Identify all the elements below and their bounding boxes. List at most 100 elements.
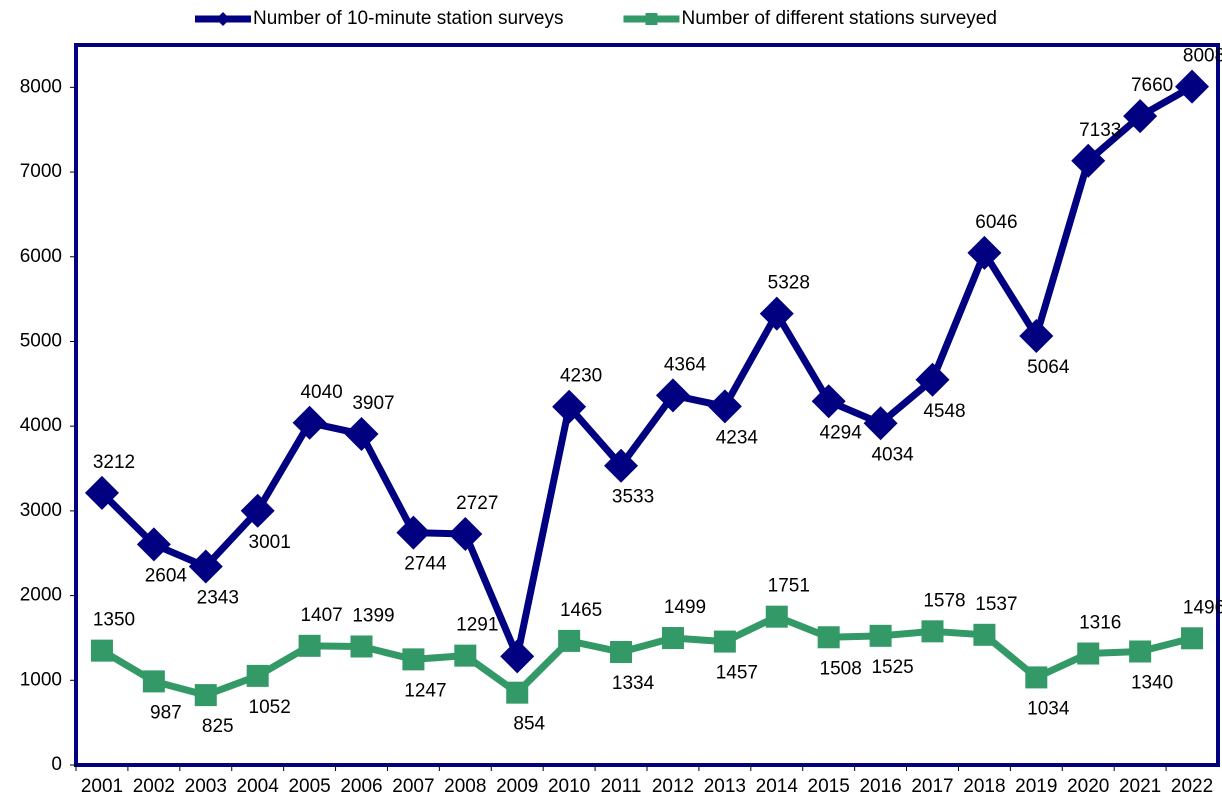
data-point (1025, 666, 1048, 689)
data-point (713, 630, 736, 653)
x-tick-label: 2017 (911, 776, 953, 797)
data-label: 4364 (664, 354, 707, 375)
x-tick-label: 2013 (704, 776, 746, 797)
data-point (1071, 143, 1106, 178)
data-point (765, 605, 788, 628)
data-point (811, 384, 846, 419)
data-label: 7133 (1079, 120, 1121, 141)
data-point (84, 475, 119, 510)
y-tick-label: 8000 (20, 76, 62, 97)
data-point (655, 378, 690, 413)
x-tick-label: 2001 (81, 776, 123, 797)
data-point (1181, 627, 1204, 650)
data-label: 1496 (1183, 597, 1222, 618)
x-tick-label: 2020 (1067, 776, 1109, 797)
data-point (558, 629, 581, 652)
data-label: 1350 (93, 610, 135, 631)
y-tick-label: 2000 (20, 585, 62, 606)
data-point (240, 493, 275, 528)
data-label: 3001 (249, 532, 291, 553)
data-label: 825 (202, 716, 234, 737)
x-tick-label: 2002 (133, 776, 175, 797)
x-tick-label: 2019 (1015, 776, 1057, 797)
data-point (863, 406, 898, 441)
y-tick-label: 0 (51, 754, 62, 775)
legend-label: Number of 10-minute station surveys (253, 8, 563, 29)
data-point (552, 389, 587, 424)
data-label: 854 (513, 714, 545, 735)
data-label: 7660 (1131, 75, 1173, 96)
data-label: 1407 (300, 605, 342, 626)
x-tick-label: 2015 (808, 776, 850, 797)
data-label: 4234 (716, 427, 759, 448)
data-label: 1034 (1027, 698, 1070, 719)
data-point (246, 664, 269, 687)
data-label: 4230 (560, 366, 602, 387)
legend-marker (645, 13, 658, 25)
x-tick-label: 2004 (237, 776, 280, 797)
data-point (350, 635, 373, 658)
data-label: 1247 (404, 680, 446, 701)
x-tick-label: 2008 (444, 776, 486, 797)
data-label: 1399 (352, 606, 394, 627)
x-tick-label: 2018 (963, 776, 1005, 797)
data-point (298, 634, 321, 657)
data-point (967, 235, 1002, 270)
plot-frame (74, 43, 1220, 767)
legend-label: Number of different stations surveyed (681, 8, 996, 29)
y-tick-label: 6000 (20, 246, 62, 267)
data-label: 1508 (820, 658, 862, 679)
x-tick-label: 2014 (756, 776, 799, 797)
data-label: 1578 (923, 590, 965, 611)
data-label: 2343 (197, 588, 239, 609)
data-label: 4294 (820, 422, 863, 443)
data-point (604, 448, 639, 483)
data-point (142, 670, 165, 693)
data-label: 2604 (145, 565, 188, 586)
data-point (1019, 319, 1054, 354)
x-tick-label: 2012 (652, 776, 694, 797)
data-label: 6046 (975, 212, 1017, 233)
data-point (396, 515, 431, 550)
data-point (759, 296, 794, 331)
y-tick-label: 3000 (20, 500, 62, 521)
x-tick-label: 2011 (601, 776, 642, 797)
data-point (292, 405, 327, 440)
x-tick-label: 2007 (392, 776, 434, 797)
data-point (817, 626, 840, 649)
data-point (448, 517, 483, 552)
data-point (506, 681, 529, 704)
data-label: 1052 (249, 697, 291, 718)
data-point (1175, 69, 1210, 104)
legend-marker (216, 12, 230, 26)
data-point (1077, 642, 1100, 665)
data-point (90, 639, 113, 662)
data-label: 1340 (1131, 673, 1173, 694)
data-point (661, 627, 684, 650)
data-point (1129, 640, 1152, 663)
x-tick-label: 2022 (1171, 776, 1213, 797)
data-point (921, 620, 944, 643)
data-point (194, 684, 217, 707)
series-line (99, 83, 1194, 660)
data-label: 8008 (1183, 46, 1222, 67)
data-point (869, 624, 892, 647)
data-label: 3907 (352, 393, 394, 414)
data-label: 4548 (923, 401, 965, 422)
data-label: 4040 (300, 382, 342, 403)
data-label: 1525 (871, 657, 913, 678)
data-label: 1537 (975, 594, 1017, 615)
y-tick-label: 1000 (20, 669, 62, 690)
data-point (973, 623, 996, 646)
x-tick-label: 2016 (859, 776, 901, 797)
data-label: 1334 (612, 673, 655, 694)
x-tick-label: 2003 (185, 776, 227, 797)
x-tick-label: 2010 (548, 776, 590, 797)
data-label: 1465 (560, 600, 602, 621)
data-point (344, 417, 379, 452)
data-point (402, 648, 425, 671)
data-label: 3212 (93, 452, 135, 473)
data-label: 3533 (612, 487, 654, 508)
data-point (188, 549, 223, 584)
